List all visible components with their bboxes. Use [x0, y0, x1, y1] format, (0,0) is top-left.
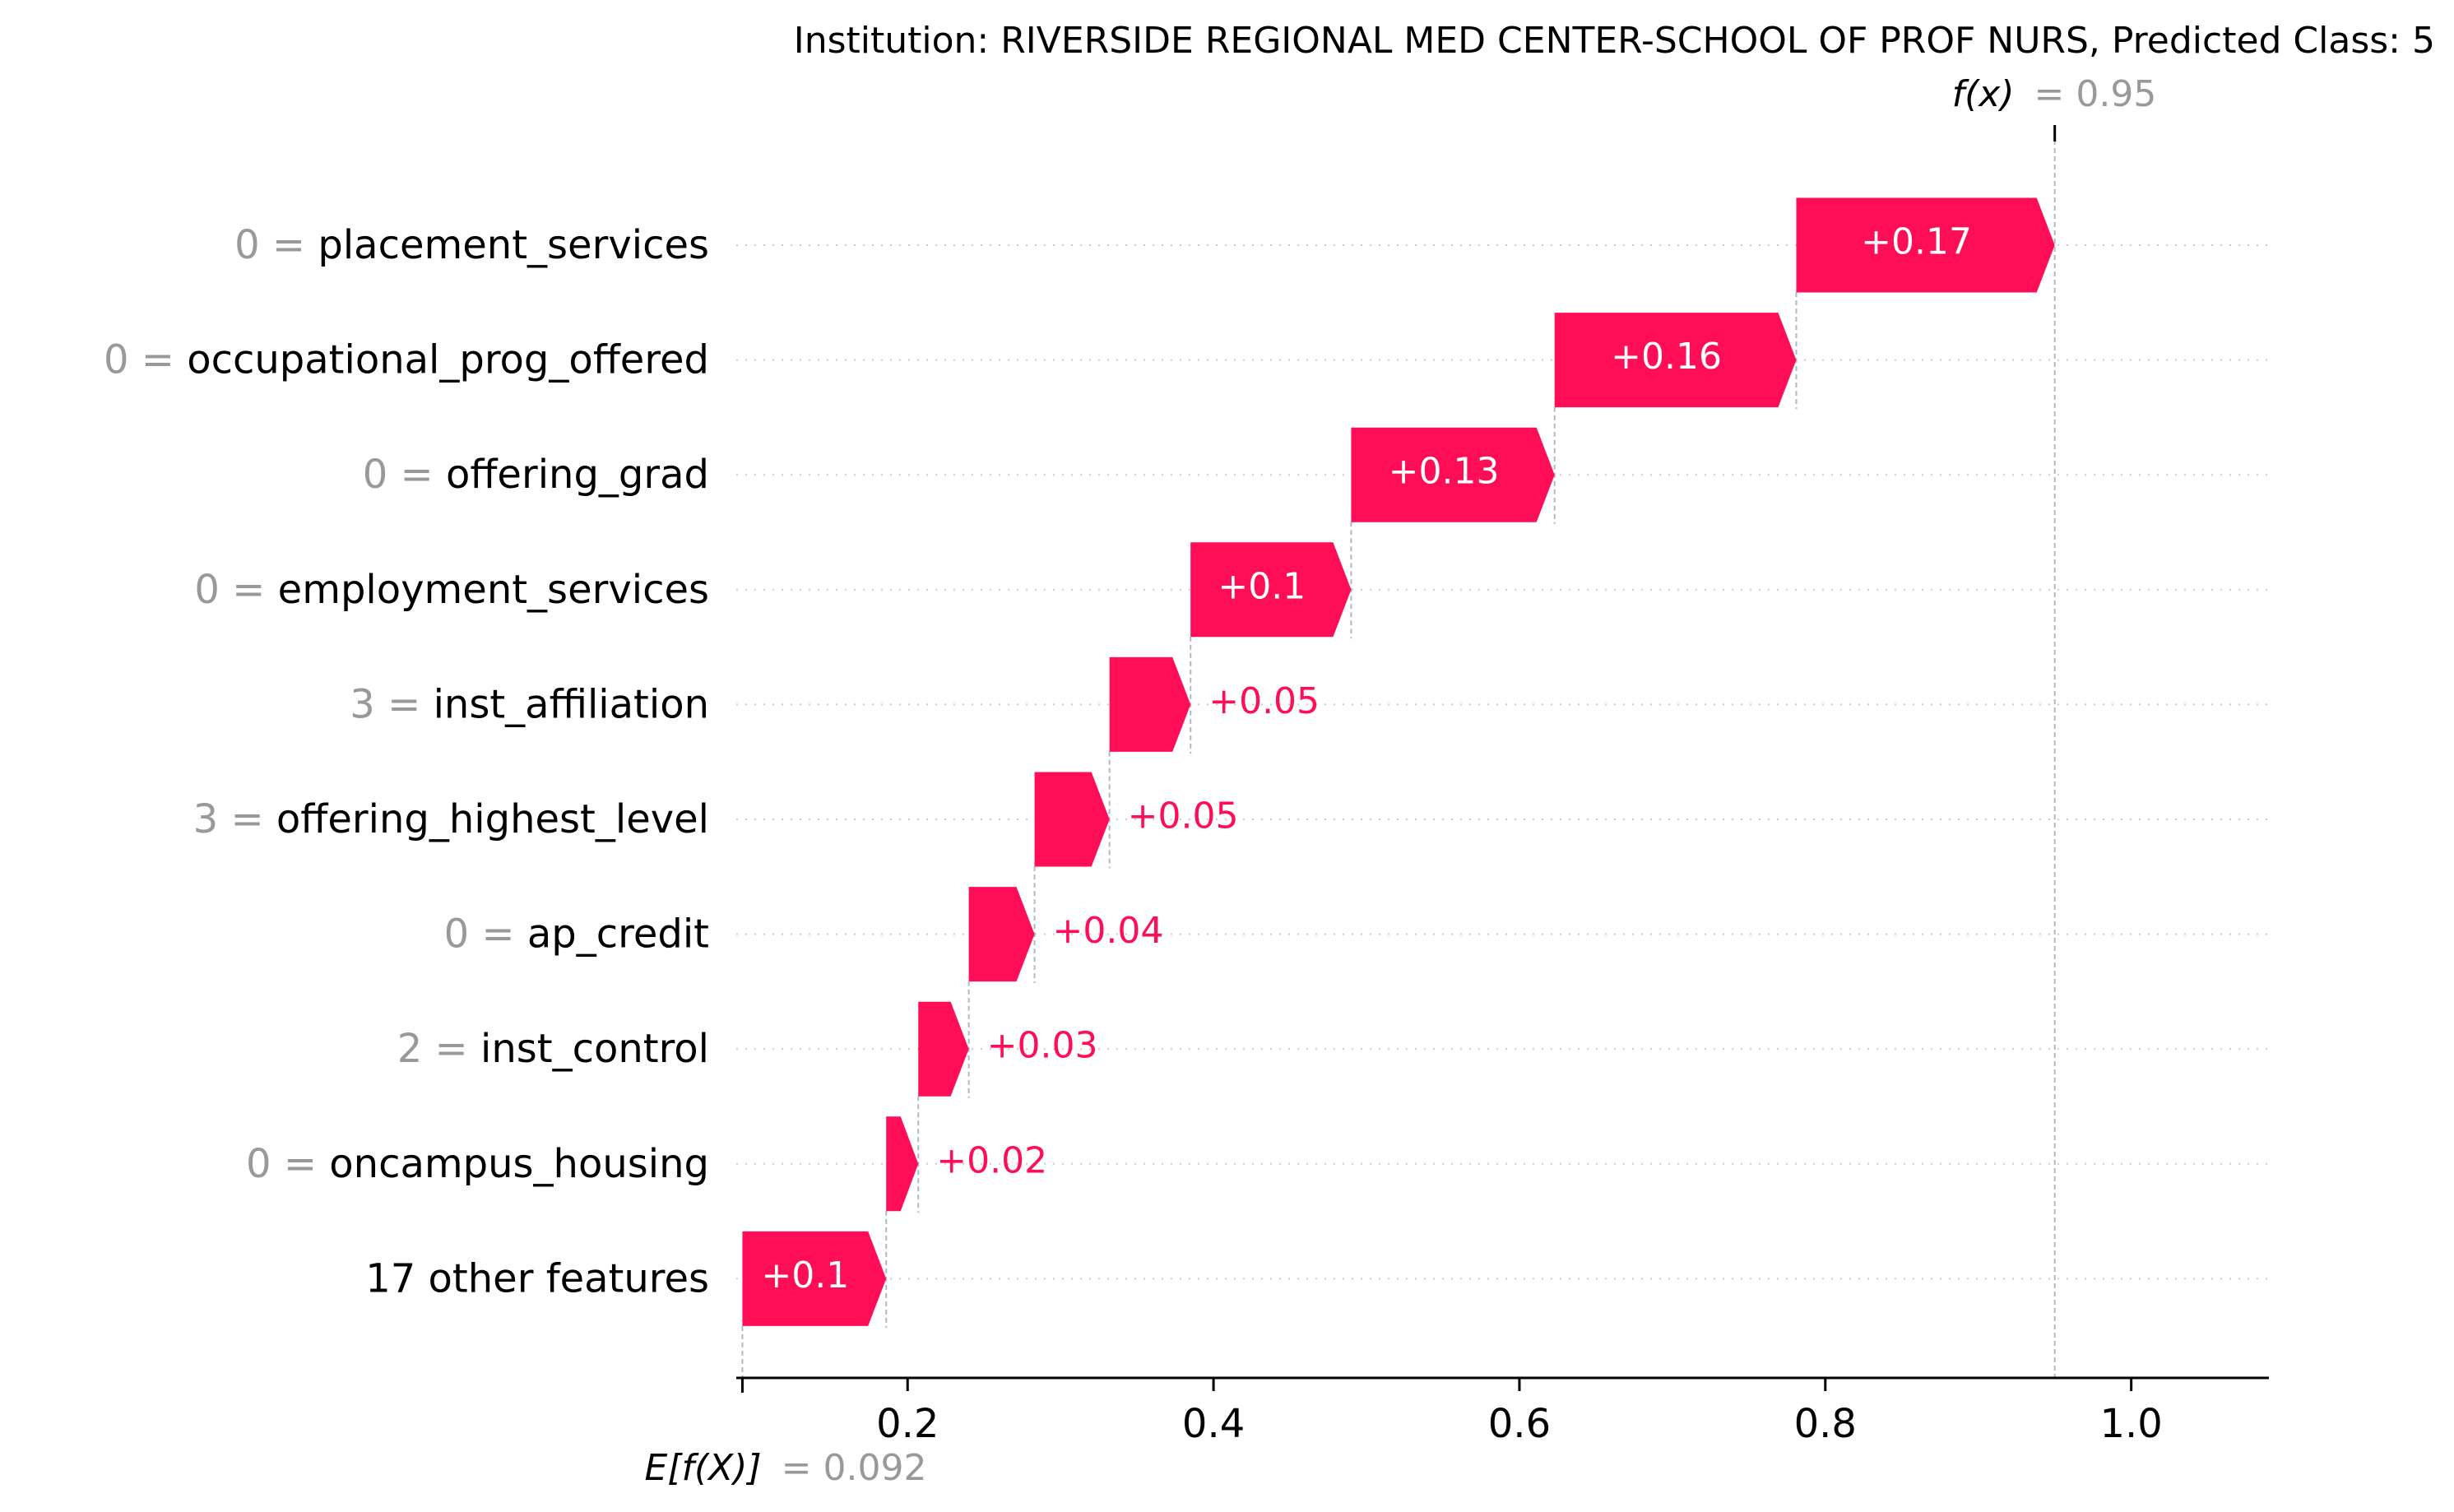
feature-name: offering_grad [446, 452, 709, 498]
feature-value: 0 = [246, 1141, 329, 1187]
base-label: E[f(X)] [645, 1447, 762, 1489]
base-value: = 0.092 [782, 1447, 927, 1489]
row-gridlines [736, 244, 2269, 1280]
feature-value: 0 = [104, 337, 187, 383]
fx-label: f(x) [1952, 73, 2015, 115]
feature-label: 3 = offering_highest_level [193, 796, 709, 842]
x-tick-label: 0.4 [1182, 1401, 1245, 1447]
feature-value: 3 = [193, 796, 276, 842]
feature-name: ap_credit [527, 911, 709, 958]
feature-name: placement_services [318, 222, 709, 268]
feature-label: 2 = inst_control [397, 1026, 709, 1072]
feature-bar [1351, 427, 1555, 522]
feature-name: inst_affiliation [434, 681, 709, 727]
guide-lines [740, 125, 2057, 1393]
feature-value: 3 = [350, 681, 433, 727]
svg-text:E[f(X)] = 0.092: E[f(X)] = 0.092 [645, 1447, 927, 1489]
fx-value: = 0.95 [2034, 73, 2157, 115]
feature-name: occupational_prog_offered [187, 337, 709, 383]
feature-bar [886, 1116, 919, 1212]
contribution-label: +0.17 [1861, 221, 1972, 263]
feature-bar [1190, 542, 1352, 638]
feature-bar [742, 1231, 887, 1326]
feature-label: 0 = oncampus_housing [246, 1141, 709, 1187]
feature-bar [1554, 313, 1797, 408]
x-tick-label: 0.8 [1794, 1401, 1857, 1447]
x-tick-label: 0.2 [876, 1401, 939, 1447]
contribution-label: +0.05 [1128, 795, 1239, 837]
feature-label: 17 other features [365, 1255, 709, 1301]
contribution-label: +0.05 [1208, 680, 1320, 722]
contribution-label: +0.03 [987, 1025, 1098, 1067]
chart-title: Institution: RIVERSIDE REGIONAL MED CENT… [794, 20, 2435, 62]
contribution-label: +0.02 [936, 1139, 1047, 1181]
feature-value: 2 = [397, 1026, 480, 1072]
feature-bar [968, 887, 1035, 982]
x-axis: 0.2 0.4 0.6 0.8 1.0 [736, 1376, 2269, 1447]
feature-label: 0 = offering_grad [363, 452, 709, 498]
contribution-label: +0.1 [761, 1255, 849, 1296]
fx-annotation: f(x) = 0.95 [1952, 73, 2157, 115]
feature-bar [1796, 197, 2055, 293]
contribution-label: +0.1 [1218, 565, 1306, 607]
contribution-label: +0.04 [1053, 910, 1164, 952]
feature-label: 0 = occupational_prog_offered [104, 337, 709, 383]
feature-label: 3 = inst_affiliation [350, 681, 709, 727]
svg-text:f(x) = 0.95: f(x) = 0.95 [1952, 73, 2157, 115]
contribution-label: +0.13 [1389, 451, 1500, 493]
feature-value: 0 = [234, 222, 318, 268]
contribution-label: +0.16 [1611, 336, 1722, 378]
feature-name: employment_services [278, 567, 709, 613]
x-tick-label: 1.0 [2099, 1401, 2162, 1447]
feature-name: oncampus_housing [329, 1141, 709, 1187]
bars-layer: +0.17 +0.16 +0.13 +0.1 +0.05 +0.05 +0.04 +0.03 +… [742, 197, 2055, 1326]
feature-label: 0 = placement_services [234, 222, 709, 268]
feature-bar [1109, 656, 1191, 752]
x-tick-label: 0.6 [1488, 1401, 1551, 1447]
feature-value: 0 = [363, 452, 446, 498]
feature-value: 0 = [444, 911, 527, 958]
feature-name: inst_control [480, 1026, 709, 1072]
feature-label: 0 = ap_credit [444, 911, 709, 958]
feature-name: offering_highest_level [276, 796, 709, 842]
feature-bar [1034, 772, 1110, 867]
feature-value: 0 = [194, 567, 277, 613]
feature-label: 0 = employment_services [194, 567, 709, 613]
base-annotation: E[f(X)] = 0.092 [645, 1447, 927, 1489]
feature-name: 17 other features [365, 1255, 709, 1301]
feature-bar [918, 1001, 969, 1097]
